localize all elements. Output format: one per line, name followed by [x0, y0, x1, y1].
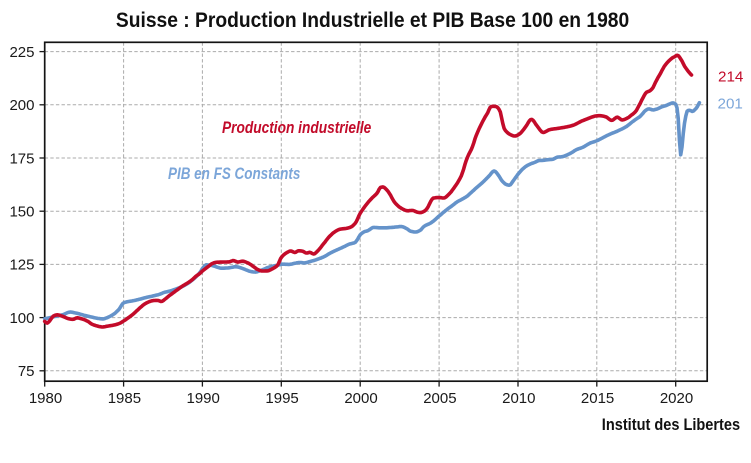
svg-text:2005: 2005	[423, 390, 456, 407]
svg-text:2000: 2000	[344, 390, 377, 407]
svg-text:1995: 1995	[265, 390, 298, 407]
svg-text:100: 100	[9, 310, 34, 327]
svg-text:175: 175	[9, 150, 34, 167]
svg-text:Production industrielle: Production industrielle	[222, 118, 371, 137]
svg-text:PIB en FS Constants: PIB en FS Constants	[168, 164, 300, 183]
svg-text:1985: 1985	[108, 390, 141, 407]
svg-text:200: 200	[9, 97, 34, 114]
svg-text:201: 201	[718, 96, 743, 113]
svg-text:1990: 1990	[187, 390, 220, 407]
svg-text:2015: 2015	[581, 390, 614, 407]
svg-text:150: 150	[9, 204, 34, 221]
svg-text:125: 125	[9, 257, 34, 274]
svg-text:75: 75	[18, 363, 35, 380]
svg-text:225: 225	[9, 44, 34, 61]
svg-text:1980: 1980	[29, 390, 62, 407]
svg-text:Suisse : Production Industriel: Suisse : Production Industrielle et PIB …	[116, 7, 629, 32]
svg-text:2020: 2020	[660, 390, 693, 407]
svg-text:Institut des Libertes: Institut des Libertes	[602, 416, 740, 434]
svg-text:2010: 2010	[502, 390, 535, 407]
svg-text:214: 214	[718, 69, 743, 86]
